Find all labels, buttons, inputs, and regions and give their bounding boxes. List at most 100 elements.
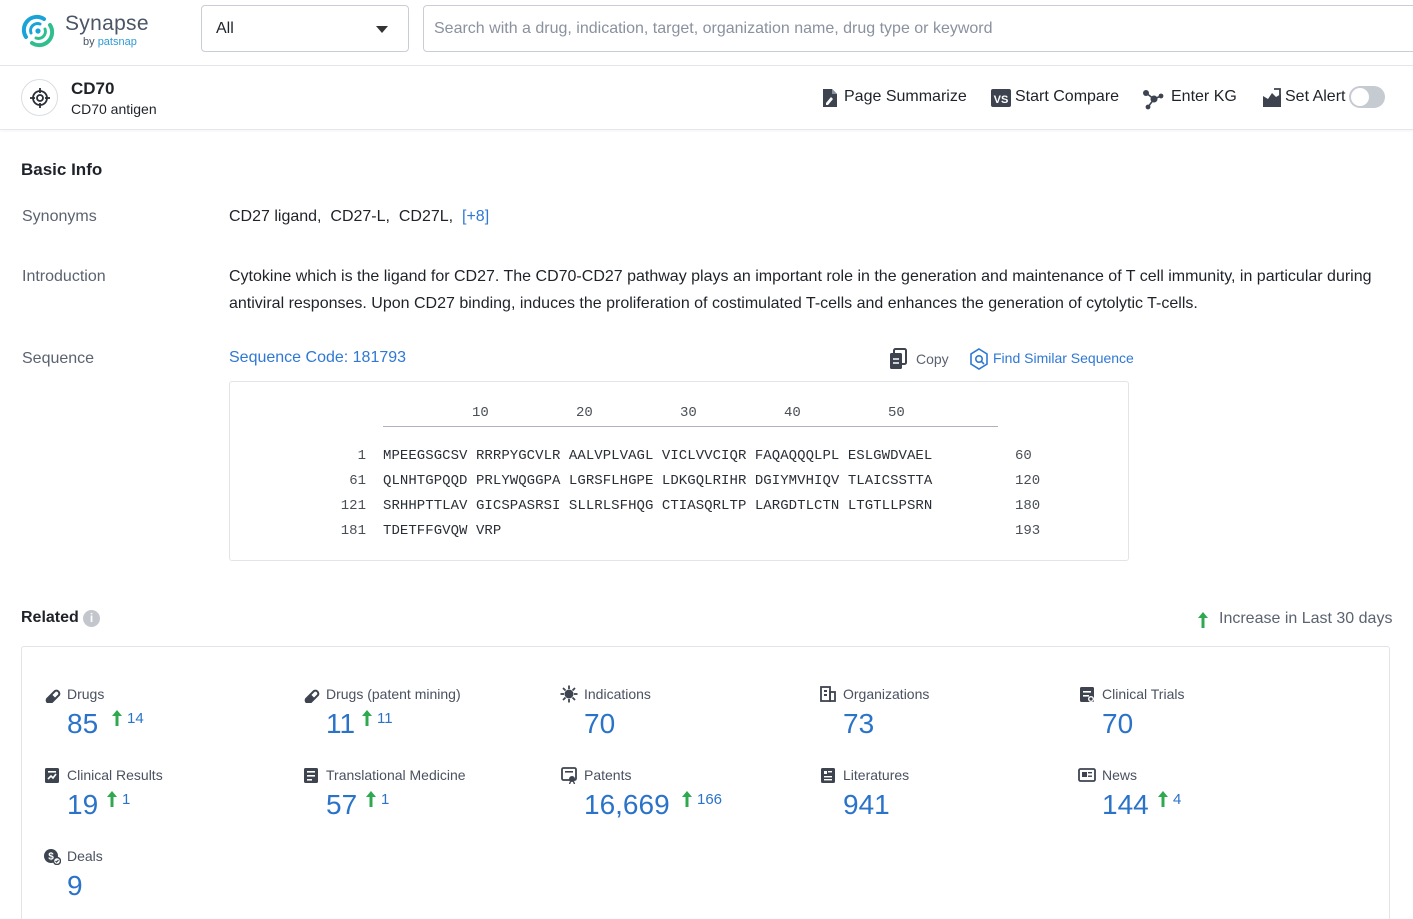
sequence-row: 1 MPEEGSGCSV RRRPYGCVLR AALVPLVAGL VICLV… bbox=[230, 448, 1130, 468]
stat-card-organizations[interactable]: Organizations73 bbox=[819, 685, 1059, 757]
stat-value: 57 bbox=[326, 789, 357, 821]
set-alert-label: Set Alert bbox=[1285, 88, 1345, 106]
ruler-tick: 40 bbox=[784, 405, 801, 421]
stat-card-patents[interactable]: Patents16,669166 bbox=[560, 766, 800, 838]
arrow-up-icon bbox=[111, 709, 123, 727]
brand-sub-prefix: by bbox=[83, 36, 95, 48]
sequence-viewer: 10 20 30 40 50 1 MPEEGSGCSV RRRPYGCVLR A… bbox=[229, 381, 1129, 561]
synapse-logo-icon bbox=[20, 13, 56, 49]
stat-card-news[interactable]: News1444 bbox=[1078, 766, 1318, 838]
search-input[interactable] bbox=[423, 5, 1413, 52]
stat-card-deals[interactable]: $Deals9 bbox=[43, 847, 283, 919]
stat-increase: 11 bbox=[377, 710, 393, 727]
page-summarize-button[interactable]: Page Summarize bbox=[821, 87, 971, 109]
clipboard-icon bbox=[1078, 685, 1096, 703]
stat-value: 16,669 bbox=[584, 789, 670, 821]
stat-value: 19 bbox=[67, 789, 98, 821]
related-title: Related bbox=[21, 609, 79, 627]
compare-icon: VS bbox=[991, 88, 1011, 108]
stat-label: Translational Medicine bbox=[326, 767, 466, 783]
pill-icon bbox=[43, 685, 61, 703]
news-icon bbox=[1078, 766, 1096, 784]
crosshair-icon bbox=[30, 88, 50, 108]
stat-card-literatures[interactable]: Literatures 941 bbox=[819, 766, 1059, 838]
stat-card-drugs[interactable]: Drugs 85 14 bbox=[43, 685, 283, 757]
summarize-icon bbox=[821, 88, 839, 108]
building-icon bbox=[819, 685, 837, 703]
target-full-name: CD70 antigen bbox=[71, 101, 157, 117]
enter-kg-button[interactable]: Enter KG bbox=[1142, 87, 1242, 109]
sequence-row-start: 61 bbox=[349, 473, 366, 489]
arrow-up-icon bbox=[1157, 790, 1169, 808]
svg-text:VS: VS bbox=[994, 94, 1009, 106]
find-similar-label: Find Similar Sequence bbox=[993, 350, 1134, 366]
stat-value: 9 bbox=[67, 870, 83, 902]
stat-increase: 14 bbox=[127, 710, 144, 727]
enter-kg-label: Enter KG bbox=[1171, 88, 1237, 106]
copy-icon bbox=[888, 348, 908, 370]
stat-label: Clinical Trials bbox=[1102, 686, 1184, 702]
start-compare-button[interactable]: VS Start Compare bbox=[991, 87, 1123, 109]
sequence-row-residues: TDETFFGVQW VRP bbox=[383, 523, 501, 539]
results-icon bbox=[43, 766, 61, 784]
synapse-logo[interactable]: Synapse by patsnap bbox=[20, 11, 170, 51]
sequence-code-link[interactable]: Sequence Code: 181793 bbox=[229, 349, 406, 367]
stat-increase: 1 bbox=[381, 791, 389, 808]
stat-label: Drugs bbox=[67, 686, 104, 702]
synonyms-list: CD27 ligand, CD27-L, CD27L, [+8] bbox=[229, 208, 489, 226]
stat-card-translational-medicine[interactable]: Translational Medicine 57 1 bbox=[302, 766, 542, 838]
sequence-row-start: 1 bbox=[358, 448, 366, 464]
search-scope-select[interactable]: All bbox=[201, 5, 409, 52]
arrow-up-icon bbox=[365, 790, 377, 808]
stat-increase: 4 bbox=[1173, 791, 1181, 808]
stat-value: 941 bbox=[843, 789, 890, 821]
page-summarize-label: Page Summarize bbox=[844, 88, 967, 106]
stat-label: Clinical Results bbox=[67, 767, 163, 783]
stat-label: Organizations bbox=[843, 686, 929, 702]
set-alert-button[interactable]: Set Alert bbox=[1262, 87, 1348, 109]
sequence-row-residues: MPEEGSGCSV RRRPYGCVLR AALVPLVAGL VICLVVC… bbox=[383, 448, 932, 464]
similar-sequence-icon bbox=[969, 348, 989, 370]
sequence-row-residues: SRHHPTTLAV GICSPASRSI SLLRLSFHQG CTIASQR… bbox=[383, 498, 932, 514]
stat-card-clinical-trials[interactable]: Clinical Trials 70 bbox=[1078, 685, 1318, 757]
sequence-row-start: 121 bbox=[341, 498, 366, 514]
increase-legend-label: Increase in Last 30 days bbox=[1219, 610, 1392, 628]
introduction-label: Introduction bbox=[22, 268, 106, 286]
sequence-row: 181 TDETFFGVQW VRP 193 bbox=[230, 523, 1130, 543]
brand-sub: by patsnap bbox=[83, 36, 137, 48]
arrow-up-icon bbox=[361, 709, 373, 727]
stat-label: Literatures bbox=[843, 767, 909, 783]
stat-card-indications[interactable]: Indications70 bbox=[560, 685, 800, 757]
stat-card-drugs-patent-mining[interactable]: Drugs (patent mining) 11 11 bbox=[302, 685, 542, 757]
stat-label: Drugs (patent mining) bbox=[326, 686, 461, 702]
stat-increase: 166 bbox=[697, 791, 722, 808]
patent-icon bbox=[560, 766, 578, 784]
stat-value: 11 bbox=[326, 708, 355, 740]
arrow-up-icon bbox=[1197, 611, 1209, 629]
knowledge-graph-icon bbox=[1142, 88, 1164, 110]
target-header: CD70 CD70 antigen Page Summarize VS Star… bbox=[0, 66, 1413, 130]
toggle-knob bbox=[1351, 88, 1369, 106]
search-scope-value: All bbox=[216, 20, 234, 38]
sequence-ruler bbox=[383, 426, 998, 427]
brand-name: Synapse bbox=[65, 12, 149, 36]
document-icon bbox=[302, 766, 320, 784]
stat-value: 85 bbox=[67, 708, 98, 740]
brand-sub-name: patsnap bbox=[98, 36, 137, 48]
basic-info-title: Basic Info bbox=[21, 160, 102, 180]
stat-value: 70 bbox=[584, 708, 615, 740]
related-stats-panel: Drugs8514Drugs (patent mining)1111Indica… bbox=[21, 646, 1390, 919]
ruler-tick: 50 bbox=[888, 405, 905, 421]
synonyms-more-link[interactable]: [+8] bbox=[462, 208, 489, 225]
stat-card-clinical-results[interactable]: Clinical Results191 bbox=[43, 766, 283, 838]
synonym-item: CD27-L, bbox=[330, 208, 390, 225]
synonym-item: CD27 ligand, bbox=[229, 208, 322, 225]
set-alert-toggle[interactable] bbox=[1349, 86, 1385, 108]
stat-value: 70 bbox=[1102, 708, 1133, 740]
introduction-text: Cytokine which is the ligand for CD27. T… bbox=[229, 263, 1389, 317]
arrow-up-icon bbox=[681, 790, 693, 808]
info-icon[interactable]: i bbox=[83, 610, 100, 627]
stat-value: 144 bbox=[1102, 789, 1149, 821]
synonyms-label: Synonyms bbox=[22, 208, 97, 226]
arrow-up-icon bbox=[106, 790, 118, 808]
